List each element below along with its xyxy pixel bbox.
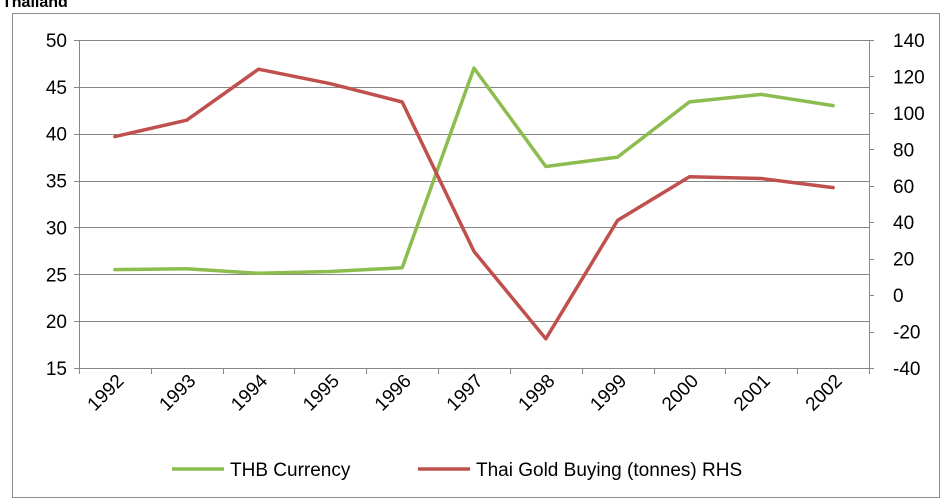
series-lines bbox=[113, 66, 835, 341]
left-tick-label: 20 bbox=[46, 312, 67, 333]
left-tick-label: 30 bbox=[46, 218, 67, 239]
left-tick-label: 25 bbox=[46, 265, 67, 286]
right-tick-label: 60 bbox=[893, 177, 914, 198]
chart-title: Thailand bbox=[2, 0, 68, 11]
right-tick-label: 0 bbox=[893, 286, 904, 307]
thb-currency-series-line bbox=[113, 66, 835, 276]
gold-buying-series-line bbox=[113, 67, 835, 341]
legend: THB Currency Thai Gold Buying (tonnes) RH… bbox=[172, 460, 742, 481]
axes bbox=[79, 40, 870, 369]
x-tick-label: 1997 bbox=[443, 371, 488, 416]
x-tick-label: 1998 bbox=[515, 371, 560, 416]
legend-label: THB Currency bbox=[230, 460, 351, 481]
right-tick-label: 140 bbox=[893, 31, 925, 52]
x-axis-ticks: 1992 1993 1994 1995 1996 1997 1998 1999 2000 2001… bbox=[79, 368, 870, 416]
right-tick-label: 40 bbox=[893, 213, 914, 234]
right-tick-label: -20 bbox=[893, 323, 920, 344]
right-axis-ticks: -40 -20 0 20 40 60 80 100 120 140 bbox=[869, 31, 925, 380]
x-tick-label: 2002 bbox=[802, 371, 847, 416]
left-axis-ticks: 15 20 25 30 35 40 45 50 bbox=[46, 31, 79, 380]
left-tick-label: 15 bbox=[46, 359, 67, 380]
left-tick-label: 35 bbox=[46, 172, 67, 193]
right-tick-label: -40 bbox=[893, 359, 920, 380]
x-tick-label: 1994 bbox=[227, 370, 272, 415]
x-tick-label: 1996 bbox=[371, 371, 416, 416]
right-tick-label: 100 bbox=[893, 104, 925, 125]
right-tick-label: 20 bbox=[893, 250, 914, 271]
gridlines bbox=[79, 40, 869, 322]
x-tick-label: 1993 bbox=[156, 371, 201, 416]
x-tick-label: 1995 bbox=[299, 371, 344, 416]
left-tick-label: 50 bbox=[46, 31, 67, 52]
left-tick-label: 40 bbox=[46, 125, 67, 146]
legend-label: Thai Gold Buying (tonnes) RHS bbox=[476, 460, 742, 481]
x-tick-label: 1992 bbox=[84, 371, 129, 416]
x-tick-label: 2000 bbox=[658, 371, 703, 416]
right-tick-label: 120 bbox=[893, 67, 925, 88]
x-tick-label: 2001 bbox=[730, 371, 775, 416]
x-tick-label: 1999 bbox=[586, 371, 631, 416]
left-tick-label: 45 bbox=[46, 78, 67, 99]
right-tick-label: 80 bbox=[893, 140, 914, 161]
